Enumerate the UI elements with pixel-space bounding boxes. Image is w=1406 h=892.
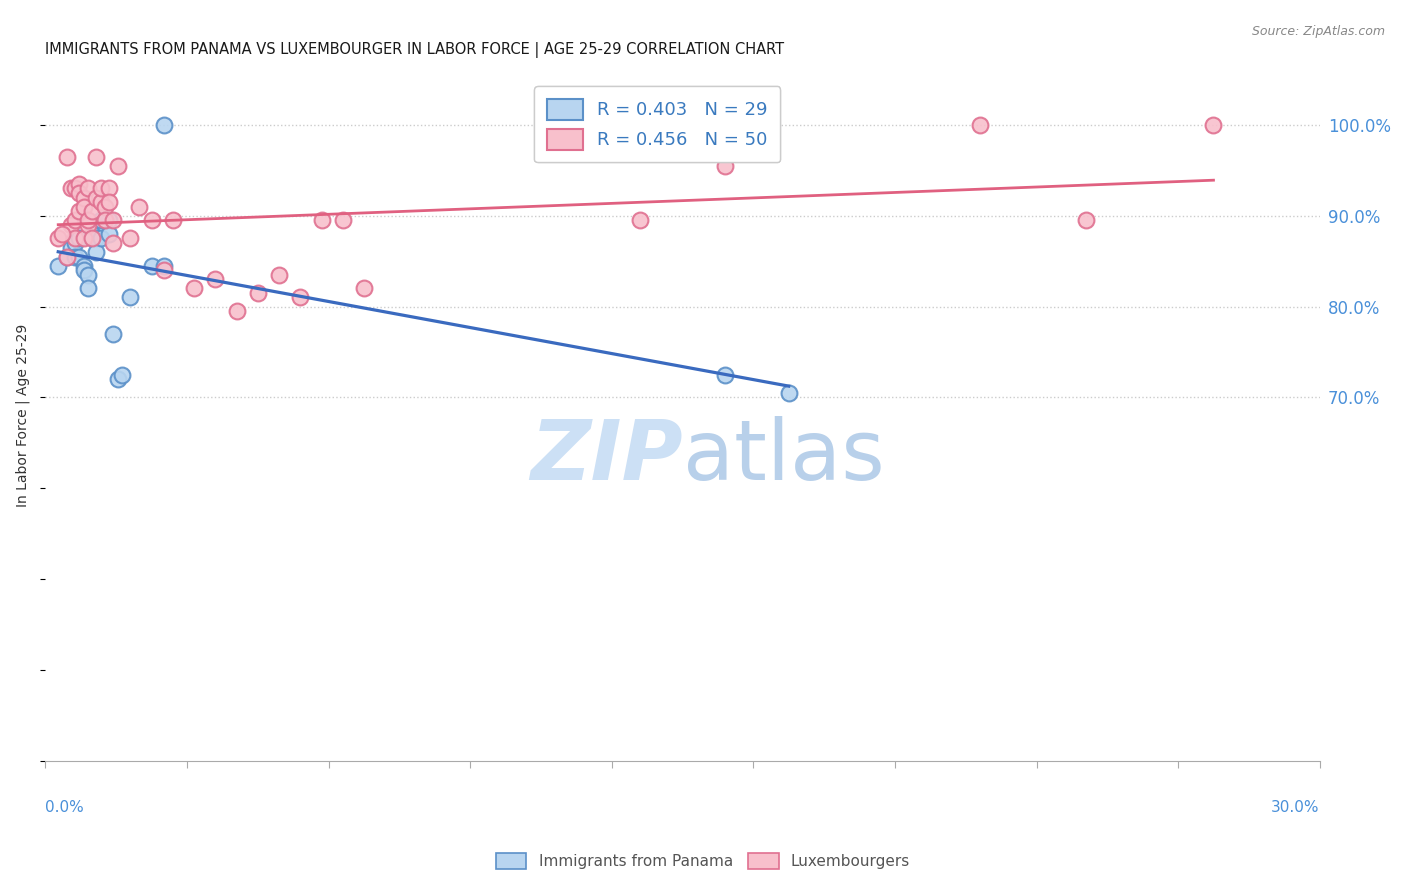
Text: Source: ZipAtlas.com: Source: ZipAtlas.com: [1251, 25, 1385, 38]
Point: [69, 204, 91, 219]
Point: [90, 213, 112, 227]
Point: [98, 181, 121, 195]
Text: 30.0%: 30.0%: [1271, 799, 1320, 814]
Point: [69, 186, 91, 200]
Point: [141, 259, 163, 273]
Point: [107, 372, 129, 386]
Point: [714, 159, 737, 173]
Point: [86, 150, 108, 164]
Point: [90, 231, 112, 245]
Text: ZIP: ZIP: [530, 417, 682, 498]
Point: [141, 213, 163, 227]
Text: IMMIGRANTS FROM PANAMA VS LUXEMBOURGER IN LABOR FORCE | AGE 25-29 CORRELATION CH: IMMIGRANTS FROM PANAMA VS LUXEMBOURGER I…: [45, 42, 785, 58]
Point: [59, 218, 82, 232]
Point: [77, 281, 100, 295]
Point: [82, 227, 104, 241]
Point: [69, 250, 91, 264]
Point: [73, 200, 96, 214]
Point: [63, 235, 86, 250]
Point: [290, 290, 312, 304]
Legend: Immigrants from Panama, Luxembourgers: Immigrants from Panama, Luxembourgers: [489, 847, 917, 875]
Point: [103, 326, 125, 341]
Point: [73, 231, 96, 245]
Point: [73, 263, 96, 277]
Point: [46, 231, 69, 245]
Point: [73, 259, 96, 273]
Point: [120, 290, 142, 304]
Point: [98, 195, 121, 210]
Text: 0.0%: 0.0%: [45, 799, 84, 814]
Point: [77, 213, 100, 227]
Point: [59, 181, 82, 195]
Point: [103, 213, 125, 227]
Point: [107, 159, 129, 173]
Point: [153, 118, 176, 132]
Point: [59, 240, 82, 254]
Point: [82, 204, 104, 219]
Point: [714, 368, 737, 382]
Point: [225, 304, 247, 318]
Point: [55, 250, 77, 264]
Point: [69, 177, 91, 191]
Point: [51, 227, 73, 241]
Point: [63, 181, 86, 195]
Point: [1202, 118, 1225, 132]
Point: [103, 235, 125, 250]
Point: [778, 385, 800, 400]
Point: [1074, 213, 1097, 227]
Point: [94, 200, 117, 214]
Point: [73, 190, 96, 204]
Point: [120, 231, 142, 245]
Point: [128, 200, 150, 214]
Point: [353, 281, 375, 295]
Legend: R = 0.403   N = 29, R = 0.456   N = 50: R = 0.403 N = 29, R = 0.456 N = 50: [534, 87, 780, 162]
Point: [98, 227, 121, 241]
Point: [63, 213, 86, 227]
Point: [162, 213, 184, 227]
Point: [94, 213, 117, 227]
Point: [46, 259, 69, 273]
Point: [55, 250, 77, 264]
Point: [153, 263, 176, 277]
Point: [90, 195, 112, 210]
Point: [86, 231, 108, 245]
Point: [111, 368, 134, 382]
Point: [77, 181, 100, 195]
Point: [969, 118, 991, 132]
Point: [183, 281, 205, 295]
Point: [246, 285, 269, 300]
Point: [98, 213, 121, 227]
Point: [77, 218, 100, 232]
Point: [86, 245, 108, 260]
Point: [311, 213, 333, 227]
Text: atlas: atlas: [682, 417, 884, 498]
Point: [82, 231, 104, 245]
Point: [69, 231, 91, 245]
Point: [94, 213, 117, 227]
Y-axis label: In Labor Force | Age 25-29: In Labor Force | Age 25-29: [15, 324, 30, 508]
Point: [332, 213, 354, 227]
Point: [204, 272, 226, 286]
Point: [267, 268, 290, 282]
Point: [77, 268, 100, 282]
Point: [63, 231, 86, 245]
Point: [63, 250, 86, 264]
Point: [90, 181, 112, 195]
Point: [55, 150, 77, 164]
Point: [153, 259, 176, 273]
Point: [82, 231, 104, 245]
Point: [628, 213, 651, 227]
Point: [86, 190, 108, 204]
